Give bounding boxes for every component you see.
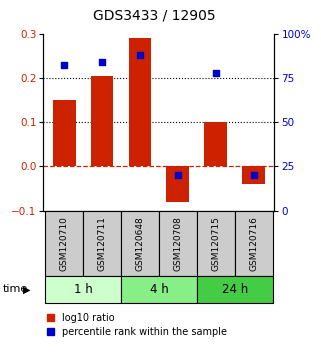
Bar [159,211,197,276]
Text: GDS3433 / 12905: GDS3433 / 12905 [93,9,215,23]
Bar [167,166,189,202]
Bar [129,38,151,166]
Bar [53,100,75,166]
Text: ▶: ▶ [23,284,31,295]
Point [62,63,67,68]
Text: 4 h: 4 h [150,283,168,296]
Bar [121,276,197,303]
Text: time: time [3,284,29,295]
Bar [197,211,235,276]
Bar [242,166,265,184]
Bar [121,211,159,276]
Bar [204,122,227,166]
Bar [45,276,121,303]
Text: GSM120716: GSM120716 [249,216,258,271]
Text: 24 h: 24 h [221,283,248,296]
Point [100,59,105,65]
Bar [197,276,273,303]
Text: GSM120648: GSM120648 [135,216,144,271]
Bar [235,211,273,276]
Bar [45,211,83,276]
Legend: log10 ratio, percentile rank within the sample: log10 ratio, percentile rank within the … [47,313,227,337]
Bar [83,211,121,276]
Text: GSM120710: GSM120710 [60,216,69,271]
Point [251,172,256,178]
Point [213,70,218,75]
Bar [91,76,113,166]
Text: GSM120715: GSM120715 [211,216,220,271]
Text: 1 h: 1 h [74,283,92,296]
Text: GSM120708: GSM120708 [173,216,182,271]
Text: GSM120711: GSM120711 [98,216,107,271]
Point [175,172,180,178]
Point [137,52,143,58]
